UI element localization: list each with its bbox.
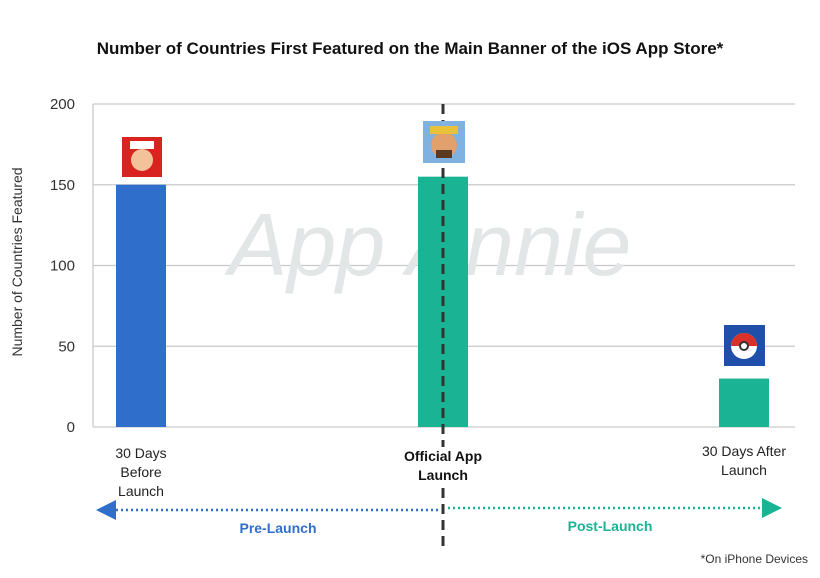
y-tick-label: 100 [50,258,75,275]
bar [116,184,166,427]
icon-pokemon [724,325,765,366]
y-axis-label: Number of Countries Featured [9,167,25,356]
post-label: Post-Launch [568,518,653,534]
pre-label: Pre-Launch [239,520,316,536]
x-tick-label: 30 Days After Launch [701,443,787,478]
icon-mario [122,137,162,177]
bar [719,378,769,427]
chart-title: Number of Countries First Featured on th… [96,39,724,58]
y-tick-label: 50 [58,338,75,355]
y-tick-label: 200 [50,96,75,113]
x-tick-label: Official App Launch [398,447,488,485]
icon-clash [423,121,465,163]
x-tick-label: 30 Days Before Launch [115,445,167,499]
y-tick-label: 150 [50,177,75,194]
footnote: *On iPhone Devices [701,552,808,566]
y-tick-label: 0 [67,419,75,436]
